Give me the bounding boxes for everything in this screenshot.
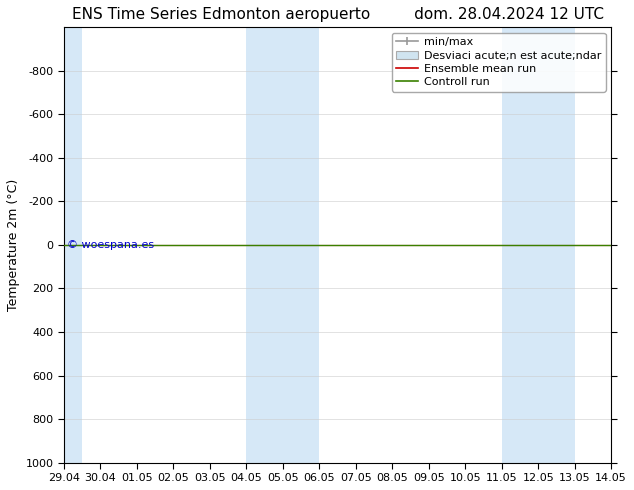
Bar <box>64 27 82 463</box>
Title: ENS Time Series Edmonton aeropuerto         dom. 28.04.2024 12 UTC: ENS Time Series Edmonton aeropuerto dom.… <box>72 7 604 22</box>
Bar <box>247 27 320 463</box>
Bar <box>501 27 574 463</box>
Text: © woespana.es: © woespana.es <box>67 240 154 250</box>
Y-axis label: Temperature 2m (°C): Temperature 2m (°C) <box>7 179 20 311</box>
Legend: min/max, Desviaci acute;n est acute;ndar, Ensemble mean run, Controll run: min/max, Desviaci acute;n est acute;ndar… <box>392 33 605 92</box>
